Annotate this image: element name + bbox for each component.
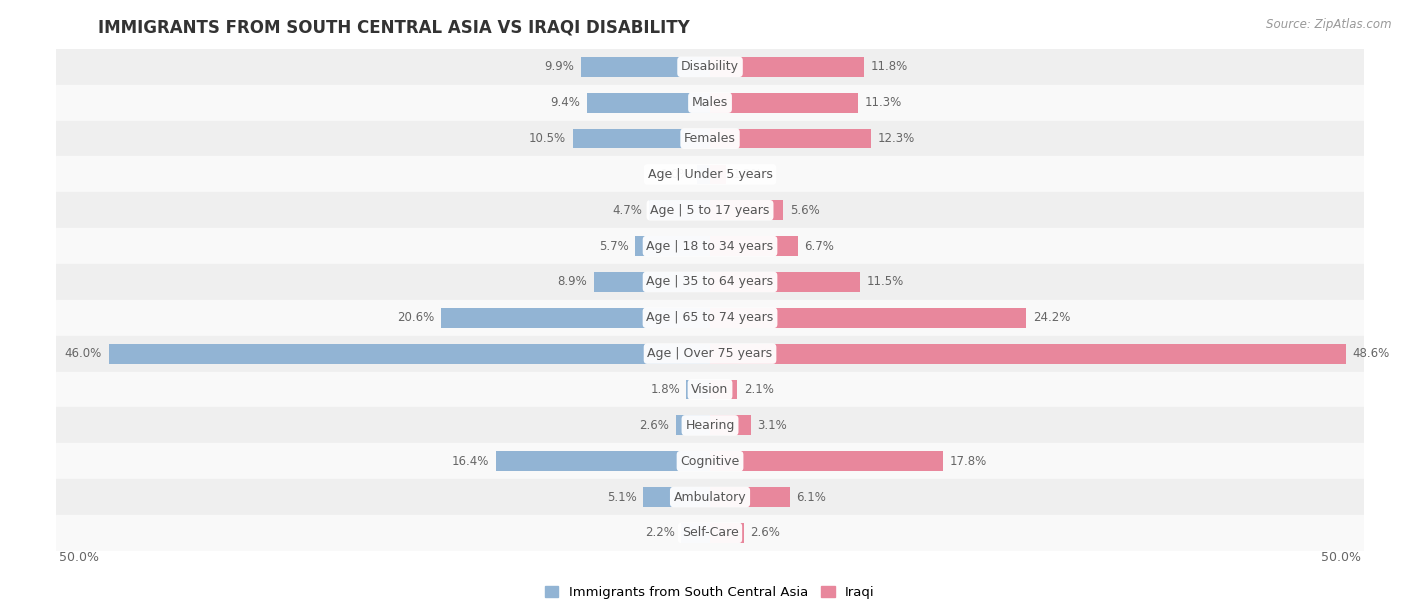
Bar — [56, 408, 1364, 443]
Bar — [710, 487, 790, 507]
Bar — [710, 200, 783, 220]
Text: Cognitive: Cognitive — [681, 455, 740, 468]
Bar — [710, 308, 1026, 327]
Bar — [56, 85, 1364, 121]
Bar — [588, 93, 710, 113]
Text: Age | 35 to 64 years: Age | 35 to 64 years — [647, 275, 773, 288]
Text: 1.0%: 1.0% — [661, 168, 690, 181]
Bar — [697, 165, 710, 184]
Text: 20.6%: 20.6% — [396, 312, 434, 324]
Bar — [710, 129, 870, 149]
Text: 9.9%: 9.9% — [544, 61, 574, 73]
Bar — [56, 49, 1364, 85]
Text: 17.8%: 17.8% — [949, 455, 987, 468]
Bar — [56, 371, 1364, 408]
Bar — [593, 272, 710, 292]
Bar — [495, 451, 710, 471]
Text: 50.0%: 50.0% — [1322, 551, 1361, 564]
Bar — [682, 523, 710, 543]
Bar — [710, 416, 751, 435]
Text: 2.2%: 2.2% — [645, 526, 675, 539]
Bar — [440, 308, 710, 327]
Text: Age | 18 to 34 years: Age | 18 to 34 years — [647, 240, 773, 253]
Text: 5.1%: 5.1% — [607, 491, 637, 504]
Text: 16.4%: 16.4% — [451, 455, 489, 468]
Text: Females: Females — [685, 132, 735, 145]
Text: 46.0%: 46.0% — [65, 347, 103, 360]
Bar — [644, 487, 710, 507]
Text: Disability: Disability — [681, 61, 740, 73]
Bar — [648, 200, 710, 220]
Bar — [56, 121, 1364, 157]
Bar — [710, 236, 797, 256]
Text: Ambulatory: Ambulatory — [673, 491, 747, 504]
Bar — [710, 93, 858, 113]
Text: Age | 65 to 74 years: Age | 65 to 74 years — [647, 312, 773, 324]
Text: 5.7%: 5.7% — [599, 240, 628, 253]
Text: Source: ZipAtlas.com: Source: ZipAtlas.com — [1267, 18, 1392, 31]
Bar — [572, 129, 710, 149]
Bar — [56, 157, 1364, 192]
Legend: Immigrants from South Central Asia, Iraqi: Immigrants from South Central Asia, Iraq… — [540, 581, 880, 605]
Bar — [56, 300, 1364, 336]
Text: 4.7%: 4.7% — [612, 204, 643, 217]
Bar — [56, 264, 1364, 300]
Text: 2.6%: 2.6% — [751, 526, 780, 539]
Text: 2.6%: 2.6% — [640, 419, 669, 432]
Bar — [710, 165, 725, 184]
Bar — [581, 57, 710, 76]
Bar — [56, 336, 1364, 371]
Bar — [636, 236, 710, 256]
Text: Vision: Vision — [692, 383, 728, 396]
Text: 2.1%: 2.1% — [744, 383, 773, 396]
Text: 6.1%: 6.1% — [796, 491, 827, 504]
Text: Hearing: Hearing — [685, 419, 735, 432]
Bar — [710, 523, 744, 543]
Text: 50.0%: 50.0% — [59, 551, 98, 564]
Bar — [710, 272, 860, 292]
Text: 1.2%: 1.2% — [733, 168, 762, 181]
Text: 6.7%: 6.7% — [804, 240, 834, 253]
Bar — [56, 192, 1364, 228]
Text: 12.3%: 12.3% — [877, 132, 915, 145]
Text: 11.3%: 11.3% — [865, 96, 901, 109]
Text: 48.6%: 48.6% — [1353, 347, 1389, 360]
Bar — [56, 443, 1364, 479]
Text: 3.1%: 3.1% — [756, 419, 787, 432]
Text: Self-Care: Self-Care — [682, 526, 738, 539]
Text: 10.5%: 10.5% — [529, 132, 567, 145]
Text: 9.4%: 9.4% — [551, 96, 581, 109]
Text: 24.2%: 24.2% — [1033, 312, 1070, 324]
Text: 1.8%: 1.8% — [650, 383, 681, 396]
Text: Age | 5 to 17 years: Age | 5 to 17 years — [651, 204, 769, 217]
Bar — [710, 57, 865, 76]
Text: 8.9%: 8.9% — [557, 275, 588, 288]
Bar — [108, 344, 710, 364]
Text: Age | Over 75 years: Age | Over 75 years — [648, 347, 772, 360]
Text: 11.5%: 11.5% — [868, 275, 904, 288]
Bar — [56, 479, 1364, 515]
Bar — [710, 379, 738, 400]
Bar — [676, 416, 710, 435]
Bar — [710, 451, 943, 471]
Bar — [56, 228, 1364, 264]
Text: Age | Under 5 years: Age | Under 5 years — [648, 168, 772, 181]
Bar — [710, 344, 1346, 364]
Text: 11.8%: 11.8% — [870, 61, 908, 73]
Bar — [686, 379, 710, 400]
Bar — [56, 515, 1364, 551]
Text: IMMIGRANTS FROM SOUTH CENTRAL ASIA VS IRAQI DISABILITY: IMMIGRANTS FROM SOUTH CENTRAL ASIA VS IR… — [98, 18, 690, 36]
Text: 5.6%: 5.6% — [790, 204, 820, 217]
Text: Males: Males — [692, 96, 728, 109]
